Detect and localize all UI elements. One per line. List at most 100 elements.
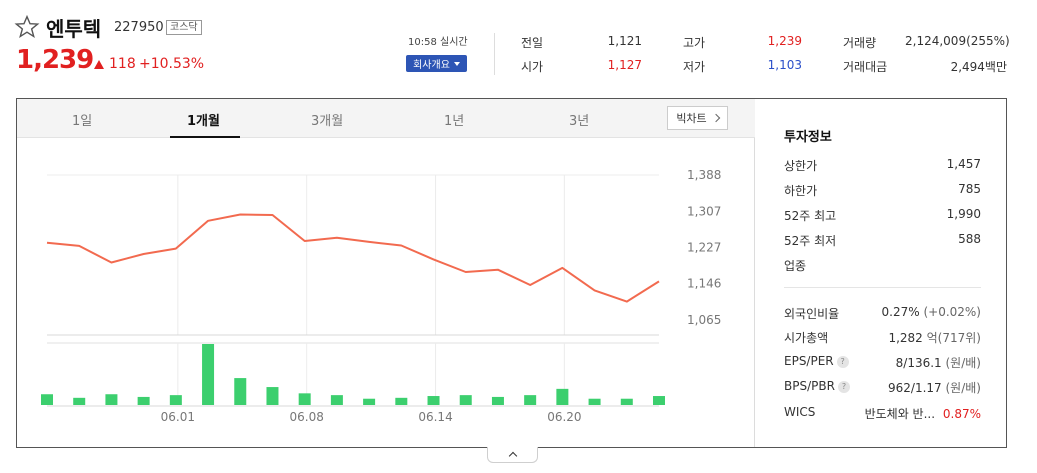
volume-bar bbox=[620, 398, 633, 405]
volume-value: 2,124,009(255%) bbox=[905, 34, 1010, 48]
trade-value-value: 2,494백만 bbox=[950, 60, 1007, 74]
eps-per-unit: (원/배) bbox=[945, 356, 982, 370]
big-chart-label: 빅차트 bbox=[676, 112, 707, 125]
bps-pbr-label: BPS/PBR? bbox=[784, 379, 850, 393]
volume-bar bbox=[298, 393, 311, 405]
wics-change: 0.87% bbox=[942, 407, 981, 421]
volume-bar bbox=[73, 397, 86, 405]
company-overview-button[interactable]: 회사개요 bbox=[406, 55, 467, 72]
eps-per-label: EPS/PER? bbox=[784, 354, 849, 368]
bps-pbr-text: BPS/PBR bbox=[784, 379, 835, 393]
x-tick-label: 06.14 bbox=[418, 410, 452, 424]
volume-bar bbox=[330, 395, 343, 405]
chart-area: 1일 1개월 3개월 1년 3년 빅차트 1,388 1,307 1,227 1,14… bbox=[17, 99, 755, 447]
divider bbox=[784, 287, 981, 288]
volume-bar bbox=[395, 397, 408, 405]
eps-per-value: 8/136.1 (원/배) bbox=[896, 354, 981, 371]
market-cap-number: 1,282 bbox=[888, 331, 923, 345]
volume-bar bbox=[105, 394, 118, 405]
tab-1year[interactable]: 1년 bbox=[444, 114, 465, 129]
divider bbox=[494, 33, 495, 75]
foreign-ratio-number: 0.27% bbox=[881, 305, 920, 319]
chevron-right-icon bbox=[711, 113, 720, 123]
market-cap-unit: 억(717위) bbox=[926, 331, 981, 345]
prev-close-label: 전일 bbox=[521, 36, 544, 50]
eps-per-number: 8/136.1 bbox=[895, 356, 942, 370]
volume-bar bbox=[427, 396, 440, 405]
market-cap-label: 시가총액 bbox=[784, 331, 829, 345]
stock-header: 엔투텍 227950 코스닥 1,239 118 +10.53% 10:58 실… bbox=[0, 0, 1037, 95]
volume-bar bbox=[653, 396, 665, 405]
low52-value: 588 bbox=[958, 232, 981, 246]
info-title: 투자정보 bbox=[784, 130, 832, 145]
change-amount: 118 bbox=[109, 56, 136, 72]
y-tick-label: 1,227 bbox=[687, 240, 721, 254]
period-tabs: 1일 1개월 3개월 1년 3년 빅차트 bbox=[17, 99, 755, 138]
foreign-ratio-value: 0.27% (+0.02%) bbox=[882, 305, 982, 319]
high52-label: 52주 최고 bbox=[784, 209, 837, 223]
collapse-button[interactable] bbox=[487, 447, 538, 463]
low52-label: 52주 최저 bbox=[784, 234, 837, 248]
sector-label: 업종 bbox=[784, 259, 807, 273]
company-overview-label: 회사개요 bbox=[413, 60, 450, 71]
volume-bar bbox=[41, 394, 53, 405]
tab-1month[interactable]: 1개월 bbox=[187, 114, 220, 129]
bps-pbr-number: 962/1.17 bbox=[888, 381, 942, 395]
high-value: 1,239 bbox=[767, 34, 802, 48]
y-tick-label: 1,146 bbox=[687, 277, 721, 291]
volume-bar bbox=[202, 344, 215, 405]
lower-limit-value: 785 bbox=[958, 182, 981, 196]
chevron-up-icon bbox=[508, 451, 517, 461]
volume-bar bbox=[491, 396, 504, 405]
volume-bar bbox=[524, 395, 537, 405]
tab-3month[interactable]: 3개월 bbox=[311, 114, 344, 129]
volume-bar bbox=[234, 378, 247, 405]
wics-label: WICS bbox=[784, 405, 816, 419]
big-chart-button[interactable]: 빅차트 bbox=[667, 106, 728, 130]
volume-bar bbox=[588, 398, 601, 405]
investment-info: 투자정보 상한가 1,457 하한가 785 52주 최고 1,990 52주 … bbox=[756, 99, 1006, 447]
change-percent: +10.53% bbox=[139, 56, 205, 72]
y-tick-label: 1,388 bbox=[687, 168, 721, 182]
x-tick-label: 06.20 bbox=[547, 410, 581, 424]
upper-limit-value: 1,457 bbox=[946, 157, 981, 171]
price-chart[interactable]: 1,388 1,307 1,227 1,146 1,065 06.01 06.08 06.14… bbox=[17, 139, 755, 447]
stock-code: 227950 bbox=[114, 20, 164, 35]
volume-bar bbox=[556, 388, 569, 405]
x-tick-label: 06.08 bbox=[290, 410, 324, 424]
favorite-star-icon[interactable] bbox=[14, 14, 40, 40]
high-label: 고가 bbox=[683, 36, 706, 50]
upper-limit-label: 상한가 bbox=[784, 159, 818, 173]
volume-bar bbox=[266, 387, 279, 405]
foreign-ratio-label: 외국인비율 bbox=[784, 307, 840, 321]
high52-value: 1,990 bbox=[946, 207, 981, 221]
trade-value-label: 거래대금 bbox=[843, 60, 888, 74]
wics-value: 반도체와 반... 0.87% bbox=[865, 405, 981, 422]
market-badge: 코스닥 bbox=[166, 20, 202, 35]
bps-pbr-value: 962/1.17 (원/배) bbox=[888, 379, 981, 396]
eps-per-text: EPS/PER bbox=[784, 354, 834, 368]
foreign-ratio-change: (+0.02%) bbox=[923, 305, 981, 319]
active-tab-indicator bbox=[170, 136, 240, 138]
help-icon[interactable]: ? bbox=[836, 355, 849, 368]
volume-label: 거래량 bbox=[843, 36, 877, 50]
price-line bbox=[46, 213, 660, 303]
volume-bar bbox=[363, 398, 376, 405]
wics-sector[interactable]: 반도체와 반... bbox=[864, 407, 936, 421]
y-tick-label: 1,307 bbox=[687, 204, 721, 218]
price-change: 118 bbox=[94, 56, 136, 72]
prev-close-value: 1,121 bbox=[607, 34, 642, 48]
y-tick-label: 1,065 bbox=[687, 313, 721, 327]
market-cap-value: 1,282 억(717위) bbox=[888, 329, 981, 346]
tab-1day[interactable]: 1일 bbox=[72, 114, 93, 129]
open-value: 1,127 bbox=[607, 58, 642, 72]
up-arrow-icon bbox=[94, 59, 104, 69]
volume-bar bbox=[169, 395, 182, 405]
help-icon[interactable]: ? bbox=[837, 380, 850, 393]
volume-bar bbox=[459, 395, 472, 405]
lower-limit-label: 하한가 bbox=[784, 184, 818, 198]
low-label: 저가 bbox=[683, 60, 706, 74]
tab-3year[interactable]: 3년 bbox=[569, 114, 590, 129]
x-tick-label: 06.01 bbox=[161, 410, 195, 424]
realtime-label: 10:58 실시간 bbox=[408, 37, 468, 48]
